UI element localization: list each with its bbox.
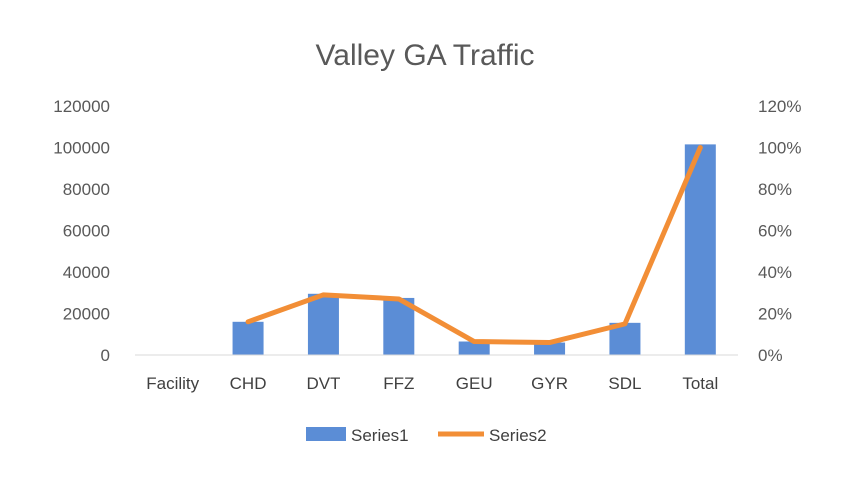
category-label: GYR	[531, 374, 568, 393]
bar	[534, 342, 566, 355]
legend-label: Series2	[489, 426, 547, 445]
left-tick-label: 60000	[63, 222, 110, 241]
left-axis: 0 20000 40000 60000 80000 100000 120000	[53, 97, 110, 365]
category-label: DVT	[306, 374, 340, 393]
legend-swatch-series1	[306, 427, 346, 441]
right-tick-label: 60%	[758, 222, 792, 241]
bar-series	[232, 144, 716, 355]
category-label: GEU	[456, 374, 493, 393]
chart-title: Valley GA Traffic	[316, 39, 535, 72]
right-axis: 0% 20% 40% 60% 80% 100% 120%	[758, 97, 801, 365]
bar	[307, 293, 339, 355]
left-tick-label: 20000	[63, 305, 110, 324]
bar	[684, 144, 716, 355]
right-tick-label: 120%	[758, 97, 801, 116]
series-line	[245, 145, 703, 346]
bar	[232, 321, 264, 355]
category-label: CHD	[230, 374, 267, 393]
right-tick-label: 40%	[758, 263, 792, 282]
right-tick-label: 0%	[758, 346, 783, 365]
category-label: SDL	[608, 374, 641, 393]
right-tick-label: 80%	[758, 180, 792, 199]
line-series	[245, 145, 703, 346]
category-label: FFZ	[383, 374, 414, 393]
legend: Series1 Series2	[306, 426, 547, 445]
left-tick-label: 0	[101, 346, 110, 365]
legend-label: Series1	[351, 426, 409, 445]
left-tick-label: 100000	[53, 139, 110, 158]
category-label: Total	[682, 374, 718, 393]
left-tick-label: 120000	[53, 97, 110, 116]
left-tick-label: 40000	[63, 263, 110, 282]
right-tick-label: 20%	[758, 305, 792, 324]
right-tick-label: 100%	[758, 139, 801, 158]
category-axis: Facility CHD DVT FFZ GEU GYR SDL Total	[135, 354, 738, 393]
category-label: Facility	[146, 374, 199, 393]
bar	[458, 341, 490, 355]
left-tick-label: 80000	[63, 180, 110, 199]
